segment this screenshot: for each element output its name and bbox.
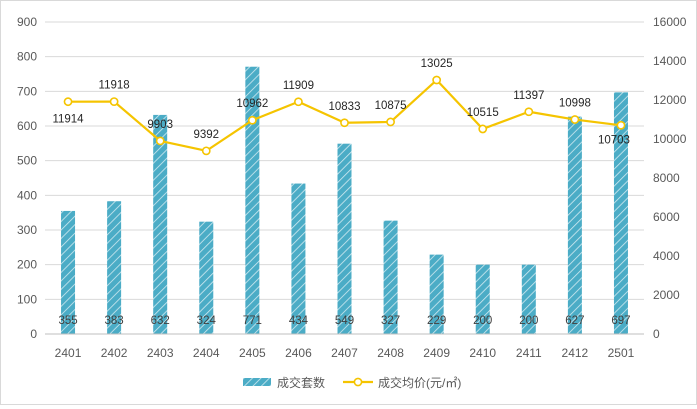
- bar-series: 355 383 632 324 771 434 549 327 229 200 200 627 697: [58, 66, 631, 334]
- legend-bar-swatch: [243, 378, 271, 386]
- bar: [107, 201, 122, 334]
- line-point: [155, 136, 165, 146]
- bar-value-label: 632: [151, 315, 170, 327]
- bar: [337, 143, 352, 334]
- bar-value-label: 697: [611, 315, 630, 327]
- bar-value-label: 627: [565, 315, 584, 327]
- y-left-tick-label: 300: [17, 223, 37, 237]
- bar: [475, 264, 490, 334]
- x-tick-label: 2407: [331, 346, 358, 360]
- bar: [429, 254, 444, 334]
- y-left-tick-label: 0: [30, 327, 37, 341]
- axes: 0 100 200 300 400 500 600 700 800 900 0 2000 4000 600…: [17, 15, 687, 360]
- bar-value-label: 229: [427, 315, 446, 327]
- line-value-label: 9392: [193, 129, 219, 141]
- bar: [567, 116, 582, 334]
- y-right-tick-label: 12000: [653, 93, 687, 107]
- line-value-label: 10875: [375, 100, 407, 112]
- bar: [61, 210, 76, 334]
- y-right-tick-label: 6000: [653, 210, 680, 224]
- bar-value-label: 327: [381, 315, 400, 327]
- y-right-tick-label: 14000: [653, 54, 687, 68]
- line-point: [201, 146, 211, 156]
- y-right-tick-label: 10000: [653, 132, 687, 146]
- bar: [291, 183, 306, 334]
- y-right-tick-label: 0: [653, 327, 660, 341]
- bar: [521, 264, 536, 334]
- legend-line-label: 成交均价(元/㎡): [378, 375, 461, 390]
- line-value-label: 11397: [513, 90, 544, 102]
- bar-value-label: 383: [105, 315, 124, 327]
- bar-value-label: 324: [197, 315, 217, 327]
- line-value-label: 10703: [598, 134, 630, 146]
- line-value-label: 13025: [421, 58, 453, 70]
- line-point: [109, 97, 119, 106]
- bar-value-label: 200: [519, 315, 538, 327]
- x-tick-label: 2402: [101, 346, 128, 360]
- legend-bar-label: 成交套数: [277, 375, 325, 390]
- line-point: [478, 124, 488, 134]
- bar-value-label: 549: [335, 315, 354, 327]
- line-point: [524, 107, 534, 117]
- y-left-tick-label: 200: [17, 258, 37, 272]
- line-point: [616, 120, 626, 130]
- x-tick-label: 2410: [469, 346, 496, 360]
- x-tick-label: 2403: [147, 346, 174, 360]
- line-series: 11914 11918 9903 9392 10962 11909 10833 10875 13…: [52, 58, 630, 156]
- y-left-tick-label: 100: [17, 292, 37, 306]
- bar: [199, 221, 214, 334]
- x-tick-label: 2406: [285, 346, 312, 360]
- bar: [613, 92, 628, 334]
- y-left-tick-label: 400: [17, 188, 37, 202]
- y-left-tick-label: 900: [17, 15, 37, 29]
- y-left-tick-label: 700: [17, 84, 37, 98]
- line-point: [247, 115, 257, 125]
- x-tick-label: 2404: [193, 346, 220, 360]
- y-left-tick-label: 600: [17, 119, 37, 133]
- y-left-tick-label: 800: [17, 50, 37, 64]
- x-tick-label: 2501: [608, 346, 635, 360]
- x-tick-label: 2411: [516, 346, 542, 360]
- line-value-label: 11914: [52, 114, 84, 126]
- legend: 成交套数 成交均价(元/㎡): [243, 375, 461, 390]
- y-right-tick-label: 8000: [653, 171, 680, 185]
- line-value-label: 11909: [283, 80, 314, 92]
- bar: [383, 220, 398, 334]
- line-point: [386, 117, 395, 127]
- line-value-label: 10833: [329, 101, 361, 113]
- line-value-label: 9903: [147, 119, 173, 131]
- line-point: [570, 115, 580, 124]
- bar-value-label: 434: [289, 315, 309, 327]
- y-left-tick-label: 500: [17, 154, 37, 168]
- bar-value-label: 771: [243, 315, 262, 327]
- bar-value-label: 355: [58, 315, 77, 327]
- line-point: [432, 75, 442, 85]
- line-point: [340, 118, 349, 128]
- line-value-label: 10515: [467, 107, 499, 119]
- x-tick-label: 2401: [55, 346, 82, 360]
- y-right-tick-label: 4000: [653, 249, 680, 263]
- x-tick-label: 2409: [423, 346, 450, 360]
- x-tick-label: 2405: [239, 346, 266, 360]
- bar-value-label: 200: [473, 315, 492, 327]
- y-right-tick-label: 16000: [653, 15, 687, 29]
- line-point: [63, 97, 73, 107]
- line-point: [294, 97, 303, 107]
- bar: [245, 66, 260, 334]
- y-right-tick-label: 2000: [653, 288, 680, 302]
- line-value-label: 10962: [236, 98, 268, 110]
- legend-line-marker: [353, 377, 363, 387]
- bar: [153, 114, 168, 334]
- x-tick-label: 2412: [562, 346, 589, 360]
- line-value-label: 10998: [559, 98, 591, 110]
- line-value-label: 11918: [99, 80, 130, 92]
- x-tick-label: 2408: [377, 346, 404, 360]
